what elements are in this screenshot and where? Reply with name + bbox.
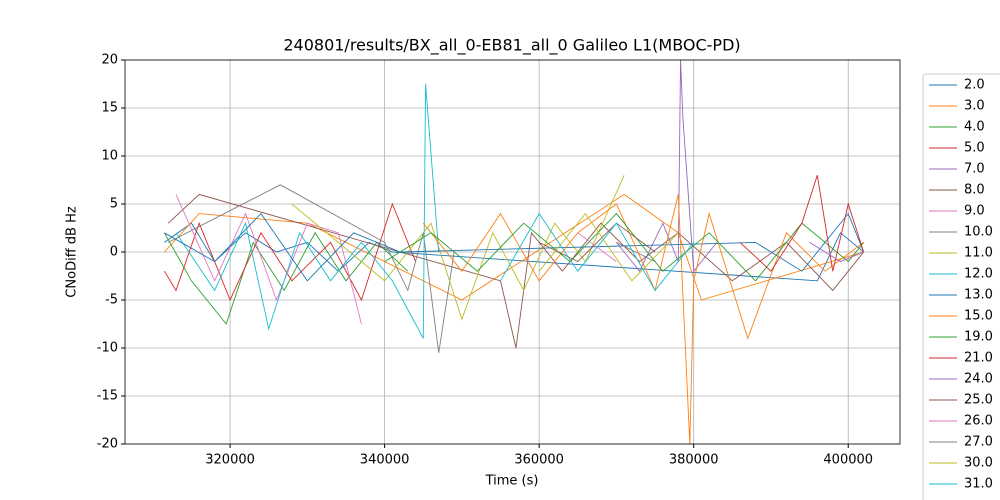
x-tick-label: 400000	[823, 453, 873, 468]
x-axis-label: Time (s)	[485, 474, 539, 489]
legend-label: 8.0	[964, 183, 985, 198]
legend-label: 12.0	[964, 267, 993, 282]
series-line	[616, 60, 718, 273]
y-tick-label: -5	[105, 293, 118, 308]
legend-label: 31.0	[964, 477, 993, 492]
y-axis-label: CNoDiff dB Hz	[65, 206, 80, 298]
y-tick-label: 10	[101, 149, 118, 164]
legend-label: 10.0	[964, 225, 993, 240]
legend-label: 24.0	[964, 372, 993, 387]
series-line	[739, 175, 865, 272]
series-line	[168, 184, 455, 353]
y-tick-label: -15	[97, 389, 118, 404]
series-line	[175, 83, 440, 339]
series-line	[164, 231, 409, 325]
legend-label: 5.0	[964, 141, 985, 156]
legend-label: 25.0	[964, 393, 993, 408]
legend-label: 19.0	[964, 330, 993, 345]
legend-label: 30.0	[964, 456, 993, 471]
legend-label: 3.0	[964, 99, 985, 114]
series-line	[164, 222, 864, 282]
y-tick-label: 5	[110, 197, 118, 212]
legend-label: 21.0	[964, 351, 993, 366]
x-tick-label: 360000	[514, 453, 564, 468]
series-line	[616, 241, 656, 263]
legend-label: 2.0	[964, 78, 985, 93]
series-line	[164, 202, 416, 302]
legend-label: 11.0	[964, 246, 993, 261]
series-line	[384, 212, 865, 282]
chart-title: 240801/results/BX_all_0-EB81_all_0 Galil…	[283, 36, 740, 56]
y-tick-label: -10	[97, 341, 118, 356]
series-line	[809, 242, 864, 263]
series-line	[538, 212, 679, 282]
legend-label: 9.0	[964, 204, 985, 219]
y-tick-label: 0	[110, 245, 118, 260]
legend-label: 26.0	[964, 414, 993, 429]
legend-box	[922, 73, 1000, 500]
x-tick-label: 340000	[360, 453, 410, 468]
legend-label: 4.0	[964, 120, 985, 135]
legend-label: 13.0	[964, 288, 993, 303]
y-tick-label: 15	[101, 101, 118, 116]
y-tick-label: -20	[97, 437, 118, 452]
series-line	[538, 222, 656, 263]
series-line	[175, 194, 362, 325]
plot-frame	[124, 59, 901, 445]
y-tick-label: 20	[101, 53, 118, 68]
legend-label: 7.0	[964, 162, 985, 177]
legend-label: 27.0	[964, 435, 993, 450]
x-tick-label: 380000	[669, 453, 719, 468]
series-line	[500, 212, 695, 292]
legend-label: 15.0	[964, 309, 993, 324]
x-tick-label: 320000	[205, 453, 255, 468]
series-line	[291, 175, 625, 321]
